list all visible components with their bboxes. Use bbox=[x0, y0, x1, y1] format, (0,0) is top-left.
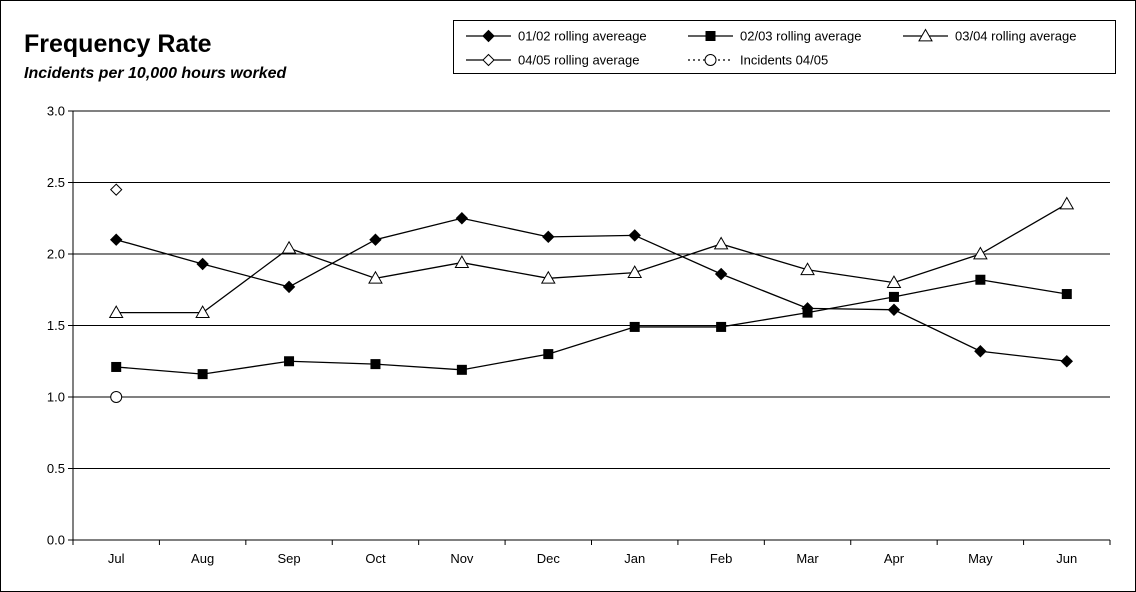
data-point bbox=[1060, 355, 1073, 368]
y-tick-label: 1.0 bbox=[47, 390, 65, 405]
y-tick-label: 3.0 bbox=[47, 104, 65, 119]
data-point bbox=[195, 305, 210, 319]
data-point bbox=[284, 356, 295, 367]
data-point bbox=[974, 345, 987, 358]
data-point bbox=[629, 321, 640, 332]
legend-marker bbox=[918, 28, 933, 42]
legend-marker bbox=[705, 31, 716, 41]
legend-marker bbox=[482, 29, 495, 43]
data-point bbox=[368, 270, 383, 284]
legend: 01/02 rolling avereage 02/03 rolling aver… bbox=[453, 20, 1116, 74]
legend-label: 04/05 rolling average bbox=[518, 53, 639, 68]
legend-label: 01/02 rolling avereage bbox=[518, 29, 647, 44]
data-point bbox=[281, 240, 297, 254]
x-tick-label: Jun bbox=[1056, 551, 1077, 566]
y-tick-label: 0.0 bbox=[47, 533, 65, 548]
data-point bbox=[713, 236, 729, 250]
data-point bbox=[196, 257, 209, 271]
data-point bbox=[714, 267, 728, 281]
data-point bbox=[197, 369, 208, 380]
x-tick-label: Jan bbox=[624, 551, 645, 566]
data-point bbox=[369, 233, 382, 246]
x-tick-label: May bbox=[968, 551, 993, 566]
x-tick-label: Jul bbox=[108, 551, 125, 566]
data-point bbox=[887, 303, 901, 316]
series-5 bbox=[110, 391, 123, 403]
legend-item: 03/04 rolling average bbox=[903, 28, 1076, 44]
data-point bbox=[110, 233, 123, 246]
chart-subtitle: Incidents per 10,000 hours worked bbox=[24, 65, 288, 82]
legend-item: 01/02 rolling avereage bbox=[466, 29, 647, 44]
data-point bbox=[108, 305, 124, 319]
data-point bbox=[1061, 289, 1072, 300]
series-line bbox=[116, 217, 1067, 362]
series-2 bbox=[111, 274, 1072, 380]
data-point bbox=[540, 270, 556, 284]
data-point bbox=[111, 361, 122, 372]
legend-box bbox=[453, 20, 1116, 74]
data-point bbox=[802, 307, 813, 318]
legend-label: 02/03 rolling average bbox=[740, 29, 861, 44]
data-point bbox=[370, 359, 381, 370]
y-tick-label: 2.5 bbox=[47, 175, 65, 190]
data-point bbox=[456, 364, 467, 375]
legend-marker bbox=[704, 54, 717, 66]
series-4 bbox=[110, 183, 123, 196]
series-3 bbox=[108, 196, 1075, 319]
x-tick-label: Nov bbox=[450, 551, 474, 566]
data-point bbox=[975, 274, 986, 285]
data-point bbox=[886, 275, 902, 288]
chart-title: Frequency Rate bbox=[24, 30, 212, 58]
data-point bbox=[800, 262, 815, 276]
series-line bbox=[116, 203, 1068, 314]
legend-label: 03/04 rolling average bbox=[955, 29, 1076, 44]
x-tick-label: Feb bbox=[710, 551, 732, 566]
data-point bbox=[888, 291, 899, 302]
data-point bbox=[110, 183, 123, 196]
data-point bbox=[454, 255, 470, 268]
legend-item: Incidents 04/05 bbox=[688, 53, 828, 68]
data-point bbox=[282, 280, 296, 294]
data-point bbox=[455, 212, 469, 225]
data-point bbox=[542, 230, 555, 244]
legend-item: 02/03 rolling average bbox=[688, 29, 861, 44]
plot-area: 0.0 0.5 1.0 1.5 2.0 2.5 3.0 Jul Aug Sep Oct Nov Dec J… bbox=[47, 104, 1111, 566]
x-tick-label: Oct bbox=[365, 551, 386, 566]
x-tick-label: Aug bbox=[191, 551, 214, 566]
y-tick-label: 2.0 bbox=[47, 247, 65, 262]
data-point bbox=[110, 391, 123, 403]
y-tick-label: 0.5 bbox=[47, 461, 65, 476]
x-tick-label: Apr bbox=[884, 551, 905, 566]
legend-item: 04/05 rolling average bbox=[466, 53, 639, 68]
x-tick-label: Mar bbox=[796, 551, 819, 566]
data-point bbox=[1059, 196, 1075, 210]
legend-label: Incidents 04/05 bbox=[740, 53, 828, 68]
series-line bbox=[116, 279, 1067, 375]
data-point bbox=[628, 229, 641, 242]
legend-marker bbox=[482, 53, 495, 67]
data-point bbox=[716, 321, 727, 332]
x-tick-label: Dec bbox=[537, 551, 561, 566]
data-point bbox=[627, 265, 643, 278]
data-point bbox=[973, 246, 988, 260]
y-tick-label: 1.5 bbox=[47, 318, 65, 333]
x-tick-label: Sep bbox=[277, 551, 300, 566]
data-point bbox=[543, 349, 554, 360]
